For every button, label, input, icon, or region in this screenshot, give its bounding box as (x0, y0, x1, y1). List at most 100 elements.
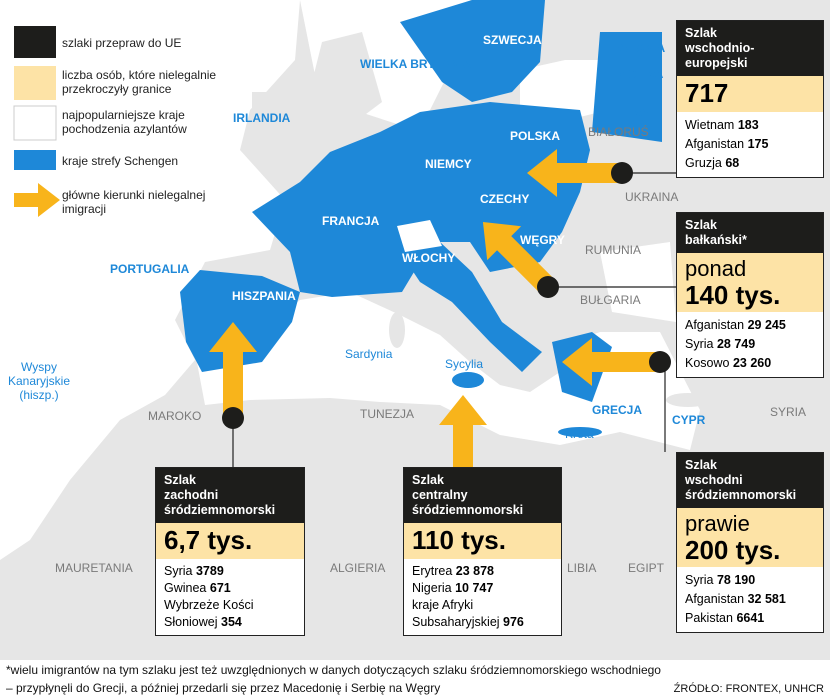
route-box: Szlak bałkański* ponad 140 tys. Afganistan… (676, 212, 824, 378)
country-label: ŁOTWA (620, 67, 664, 81)
country: Gruzja (685, 156, 722, 170)
country-row: Afganistan 175 (685, 135, 815, 154)
country: Syria (685, 337, 714, 351)
country-row: Syria 28 749 (685, 335, 815, 354)
route-amount: 110 tys. (404, 523, 561, 559)
title-line: Szlak (685, 26, 717, 40)
route-title: Szlak wschodnio-europejski (677, 21, 823, 76)
amount: 717 (685, 78, 729, 108)
country-label: ALGIERIA (330, 561, 385, 575)
amount-prefix: prawie (685, 511, 750, 536)
count: 183 (737, 118, 759, 132)
route-title: Szlak wschodni śródziemnomorski (677, 453, 823, 508)
switzerland (397, 220, 442, 252)
amount: 110 tys. (412, 525, 506, 555)
amount: 140 tys. (685, 280, 781, 310)
country: Nigeria (412, 581, 452, 595)
country-label: WŁOCHY (402, 251, 455, 265)
title-line: europejski (685, 56, 748, 70)
count: 354 (221, 615, 242, 629)
country-label: BIAŁORUŚ (588, 124, 649, 139)
count: 78 190 (716, 573, 756, 587)
count: 28 749 (716, 337, 756, 351)
country: Erytrea (412, 564, 453, 578)
country-row: Afganistan 29 245 (685, 316, 815, 335)
route-title: Szlak centralny śródziemnomorski (404, 468, 561, 523)
title-line: Szlak (412, 473, 444, 487)
route-countries: Syria 3789 Gwinea 671 Wybrzeże Kości Sło… (156, 559, 304, 635)
title-line: Szlak (685, 458, 717, 472)
country-row: Kosowo 23 260 (685, 354, 815, 373)
title-line: Szlak (685, 218, 717, 232)
route-amount: prawie 200 tys. (677, 508, 823, 567)
route-box: Szlak centralny śródziemnomorski 110 tys. … (403, 467, 562, 636)
arrows (209, 149, 660, 468)
amount-prefix: ponad (685, 256, 747, 281)
count: 671 (209, 581, 231, 595)
title-line: centralny (412, 488, 468, 502)
country: Pakistan (685, 611, 733, 625)
country-row: Erytrea 23 878 (412, 563, 553, 580)
source: ŹRÓDŁO: FRONTEX, UNHCR (673, 683, 824, 695)
count: 976 (503, 615, 524, 629)
footnote: – przypłynęli do Grecji, a później przed… (6, 681, 441, 695)
count: 3789 (195, 564, 224, 578)
country: Afganistan (685, 137, 745, 151)
footnote: *wielu imigrantów na tym szlaku jest też… (6, 663, 661, 677)
title-line: śródziemnomorski (685, 488, 797, 502)
country-row: Gwinea 671 (164, 580, 296, 597)
route-countries: Erytrea 23 878 Nigeria 10 747 kraje Afry… (404, 559, 561, 635)
route-countries: Syria 78 190 Afganistan 32 581 Pakistan … (677, 567, 823, 632)
country-label: NIEMCY (425, 157, 472, 171)
country-label: POLSKA (510, 129, 560, 143)
country: Afganistan (685, 592, 745, 606)
country-label: BUŁGARIA (580, 293, 641, 307)
country-row: Pakistan 6641 (685, 609, 815, 628)
country: Kosowo (685, 356, 730, 370)
country-label: EGIPT (628, 561, 665, 575)
count: 10 747 (455, 581, 494, 595)
country-label: IRLANDIA (233, 111, 291, 125)
route-box: Szlak wschodnio-europejski 717 Wietnam 18… (676, 20, 824, 178)
route-box: Szlak wschodni śródziemnomorski prawie 200 … (676, 452, 824, 633)
country-label: PORTUGALIA (110, 262, 190, 276)
island-label: Sardynia (345, 347, 393, 361)
country-label: ESTONIA (612, 41, 665, 55)
country-label: SYRIA (770, 405, 806, 419)
country-label: UKRAINA (625, 190, 678, 204)
map-labels: SZWECJA ESTONIA ŁOTWA LITWA WIELKA BRYTA… (7, 33, 806, 575)
count: 23 260 (732, 356, 772, 370)
count: 32 581 (747, 592, 786, 606)
route-countries: Wietnam 183 Afganistan 175 Gruzja 68 (677, 112, 823, 177)
country-label: LIBIA (567, 561, 596, 575)
country-label: CZECHY (480, 192, 529, 206)
non-schengen-islands (252, 32, 710, 407)
amount: 6,7 tys. (164, 525, 253, 555)
title-line: zachodni (164, 488, 219, 502)
country-label: LITWA (612, 106, 650, 120)
country: Gwinea (164, 581, 207, 595)
island-label: Kreta (565, 427, 594, 441)
country-label: GRECJA (592, 403, 642, 417)
title-line: wschodnio- (685, 41, 755, 55)
route-countries: Afganistan 29 245 Syria 28 749 Kosowo 23… (677, 312, 823, 377)
country-row: Afganistan 32 581 (685, 590, 815, 609)
legend-swatches (13, 26, 60, 217)
title-line: bałkański* (685, 233, 747, 247)
country: Syria (685, 573, 714, 587)
title-line: Szlak (164, 473, 196, 487)
route-amount: ponad 140 tys. (677, 253, 823, 312)
count: 23 878 (455, 564, 495, 578)
country: Wybrzeże Kości Słoniowej (164, 598, 254, 629)
country-label: TUNEZJA (360, 407, 414, 421)
count: 175 (747, 137, 769, 151)
route-dots (222, 162, 671, 429)
island-label-text: Wyspy Kanaryjskie (hiszp.) (7, 360, 71, 402)
title-line: śródziemnomorski (164, 503, 276, 517)
country-label: MAROKO (148, 409, 201, 423)
country: Afganistan (685, 318, 745, 332)
route-title: Szlak zachodni śródziemnomorski (156, 468, 304, 523)
title-line: śródziemnomorski (412, 503, 524, 517)
